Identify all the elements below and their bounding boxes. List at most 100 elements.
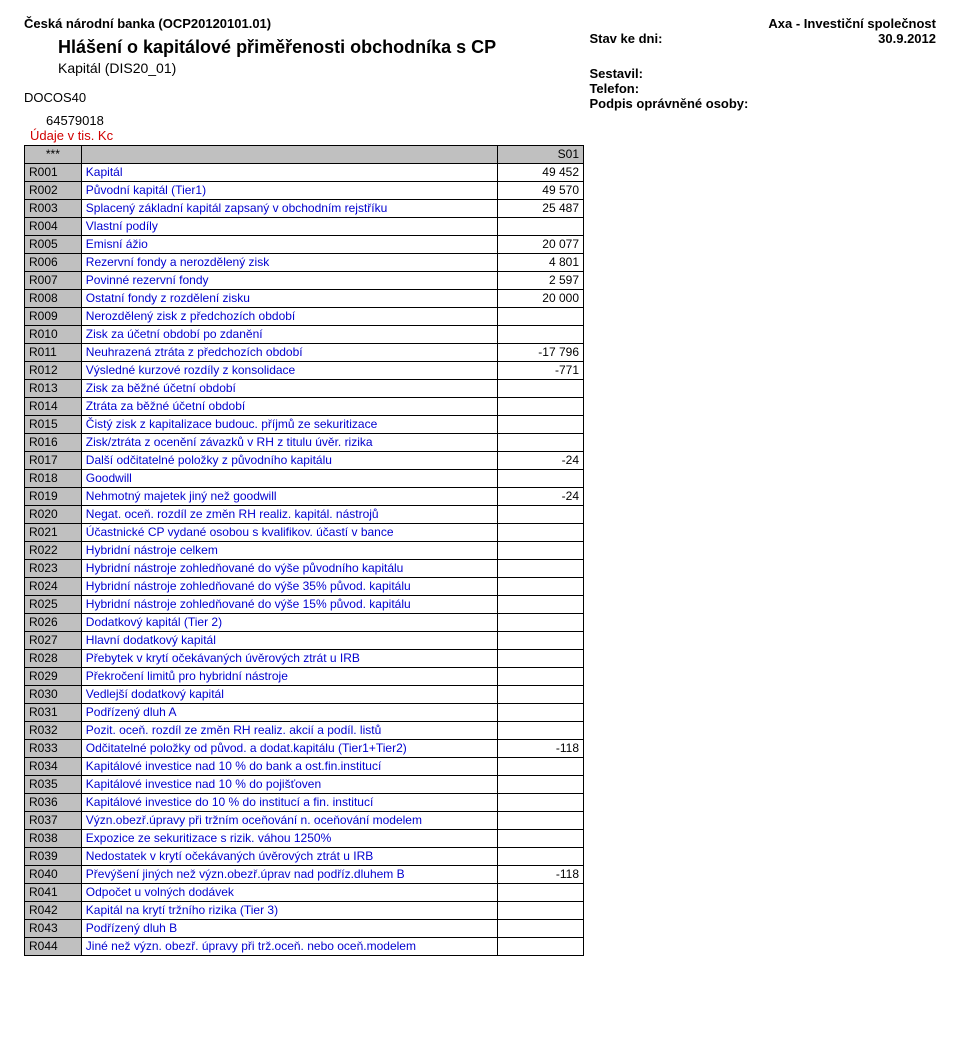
row-label: Ztráta za běžné účetní období: [81, 398, 497, 416]
row-label: Čistý zisk z kapitalizace budouc. příjmů…: [81, 416, 497, 434]
row-label: Jiné než význ. obezř. úpravy při trž.oce…: [81, 938, 497, 956]
row-value: [497, 668, 583, 686]
table-row: R020Negat. oceň. rozdíl ze změn RH reali…: [25, 506, 584, 524]
table-row: R031Podřízený dluh A: [25, 704, 584, 722]
row-label: Zisk za běžné účetní období: [81, 380, 497, 398]
table-row: R039Nedostatek v krytí očekávaných úvěro…: [25, 848, 584, 866]
row-code: R036: [25, 794, 82, 812]
row-label: Vedlejší dodatkový kapitál: [81, 686, 497, 704]
row-code: R007: [25, 272, 82, 290]
row-code: R008: [25, 290, 82, 308]
row-code: R030: [25, 686, 82, 704]
report-header: Česká národní banka (OCP20120101.01) Hlá…: [24, 16, 936, 143]
table-row: R022Hybridní nástroje celkem: [25, 542, 584, 560]
table-row: R038Expozice ze sekuritizace s rizik. vá…: [25, 830, 584, 848]
row-label: Kapitálové investice nad 10 % do bank a …: [81, 758, 497, 776]
capital-table: *** S01 R001Kapitál49 452R002Původní kap…: [24, 145, 584, 956]
row-value: [497, 578, 583, 596]
row-label: Původní kapitál (Tier1): [81, 182, 497, 200]
header-right: Axa - Investiční společnost Stav ke dni:…: [589, 16, 936, 111]
table-row: R011Neuhrazená ztráta z předchozích obdo…: [25, 344, 584, 362]
row-code: R033: [25, 740, 82, 758]
row-code: R002: [25, 182, 82, 200]
signature-label: Podpis oprávněné osoby:: [589, 96, 936, 111]
row-label: Zisk za účetní období po zdanění: [81, 326, 497, 344]
row-code: R014: [25, 398, 82, 416]
row-code: R037: [25, 812, 82, 830]
row-value: [497, 380, 583, 398]
table-row: R006Rezervní fondy a nerozdělený zisk4 8…: [25, 254, 584, 272]
row-code: R012: [25, 362, 82, 380]
row-label: Povinné rezervní fondy: [81, 272, 497, 290]
row-code: R015: [25, 416, 82, 434]
report-subtitle: Kapitál (DIS20_01): [58, 60, 571, 76]
signatures-block: Sestavil: Telefon: Podpis oprávněné osob…: [589, 66, 936, 111]
table-row: R002Původní kapitál (Tier1)49 570: [25, 182, 584, 200]
row-value: [497, 812, 583, 830]
row-value: -24: [497, 452, 583, 470]
row-value: [497, 416, 583, 434]
table-row: R025Hybridní nástroje zohledňované do vý…: [25, 596, 584, 614]
table-row: R012Výsledné kurzové rozdíly z konsolida…: [25, 362, 584, 380]
row-label: Podřízený dluh B: [81, 920, 497, 938]
units-label: Údaje v tis. Kc: [30, 128, 571, 143]
row-code: R023: [25, 560, 82, 578]
report-title: Hlášení o kapitálové přiměřenosti obchod…: [58, 37, 571, 58]
row-label: Výsledné kurzové rozdíly z konsolidace: [81, 362, 497, 380]
bank-name: Česká národní banka (OCP20120101.01): [24, 16, 571, 31]
row-label: Hybridní nástroje zohledňované do výše 1…: [81, 596, 497, 614]
row-value: [497, 704, 583, 722]
row-label: Další odčitatelné položky z původního ka…: [81, 452, 497, 470]
row-code: R001: [25, 164, 82, 182]
row-label: Nerozdělený zisk z předchozích období: [81, 308, 497, 326]
table-row: R015Čistý zisk z kapitalizace budouc. př…: [25, 416, 584, 434]
row-label: Hybridní nástroje zohledňované do výše p…: [81, 560, 497, 578]
row-value: [497, 542, 583, 560]
row-label: Rezervní fondy a nerozdělený zisk: [81, 254, 497, 272]
row-label: Dodatkový kapitál (Tier 2): [81, 614, 497, 632]
table-row: R026Dodatkový kapitál (Tier 2): [25, 614, 584, 632]
row-value: [497, 776, 583, 794]
status-label: Stav ke dni:: [589, 31, 662, 46]
row-code: R016: [25, 434, 82, 452]
compiled-by-label: Sestavil:: [589, 66, 936, 81]
table-row: R009Nerozdělený zisk z předchozích obdob…: [25, 308, 584, 326]
row-label: Kapitálové investice nad 10 % do pojišťo…: [81, 776, 497, 794]
table-row: R019Nehmotný majetek jiný než goodwill-2…: [25, 488, 584, 506]
row-label: Ostatní fondy z rozdělení zisku: [81, 290, 497, 308]
row-label: Odčitatelné položky od původ. a dodat.ka…: [81, 740, 497, 758]
row-label: Převýšení jiných než význ.obezř.úprav na…: [81, 866, 497, 884]
row-value: 49 452: [497, 164, 583, 182]
row-value: [497, 902, 583, 920]
table-row: R024Hybridní nástroje zohledňované do vý…: [25, 578, 584, 596]
table-row: R005Emisní ážio20 077: [25, 236, 584, 254]
row-code: R031: [25, 704, 82, 722]
row-label: Nehmotný majetek jiný než goodwill: [81, 488, 497, 506]
row-code: R013: [25, 380, 82, 398]
table-row: R037Význ.obezř.úpravy při tržním oceňová…: [25, 812, 584, 830]
company-name: Axa - Investiční společnost: [589, 16, 936, 31]
row-code: R021: [25, 524, 82, 542]
row-label: Hybridní nástroje celkem: [81, 542, 497, 560]
row-label: Zisk/ztráta z ocenění závazků v RH z tit…: [81, 434, 497, 452]
table-body: R001Kapitál49 452R002Původní kapitál (Ti…: [25, 164, 584, 956]
row-code: R005: [25, 236, 82, 254]
table-row: R023Hybridní nástroje zohledňované do vý…: [25, 560, 584, 578]
table-header-row: *** S01: [25, 146, 584, 164]
table-row: R029Překročení limitů pro hybridní nástr…: [25, 668, 584, 686]
row-value: -771: [497, 362, 583, 380]
row-value: [497, 308, 583, 326]
row-value: [497, 398, 583, 416]
status-row: Stav ke dni: 30.9.2012: [589, 31, 936, 46]
row-code: R043: [25, 920, 82, 938]
row-code: R041: [25, 884, 82, 902]
row-code: R009: [25, 308, 82, 326]
table-row: R021Účastnické CP vydané osobou s kvalif…: [25, 524, 584, 542]
table-row: R001Kapitál49 452: [25, 164, 584, 182]
table-row: R007Povinné rezervní fondy2 597: [25, 272, 584, 290]
ident-number: 64579018: [46, 113, 571, 128]
table-row: R016Zisk/ztráta z ocenění závazků v RH z…: [25, 434, 584, 452]
header-s01: S01: [497, 146, 583, 164]
table-row: R014Ztráta za běžné účetní období: [25, 398, 584, 416]
row-label: Hlavní dodatkový kapitál: [81, 632, 497, 650]
